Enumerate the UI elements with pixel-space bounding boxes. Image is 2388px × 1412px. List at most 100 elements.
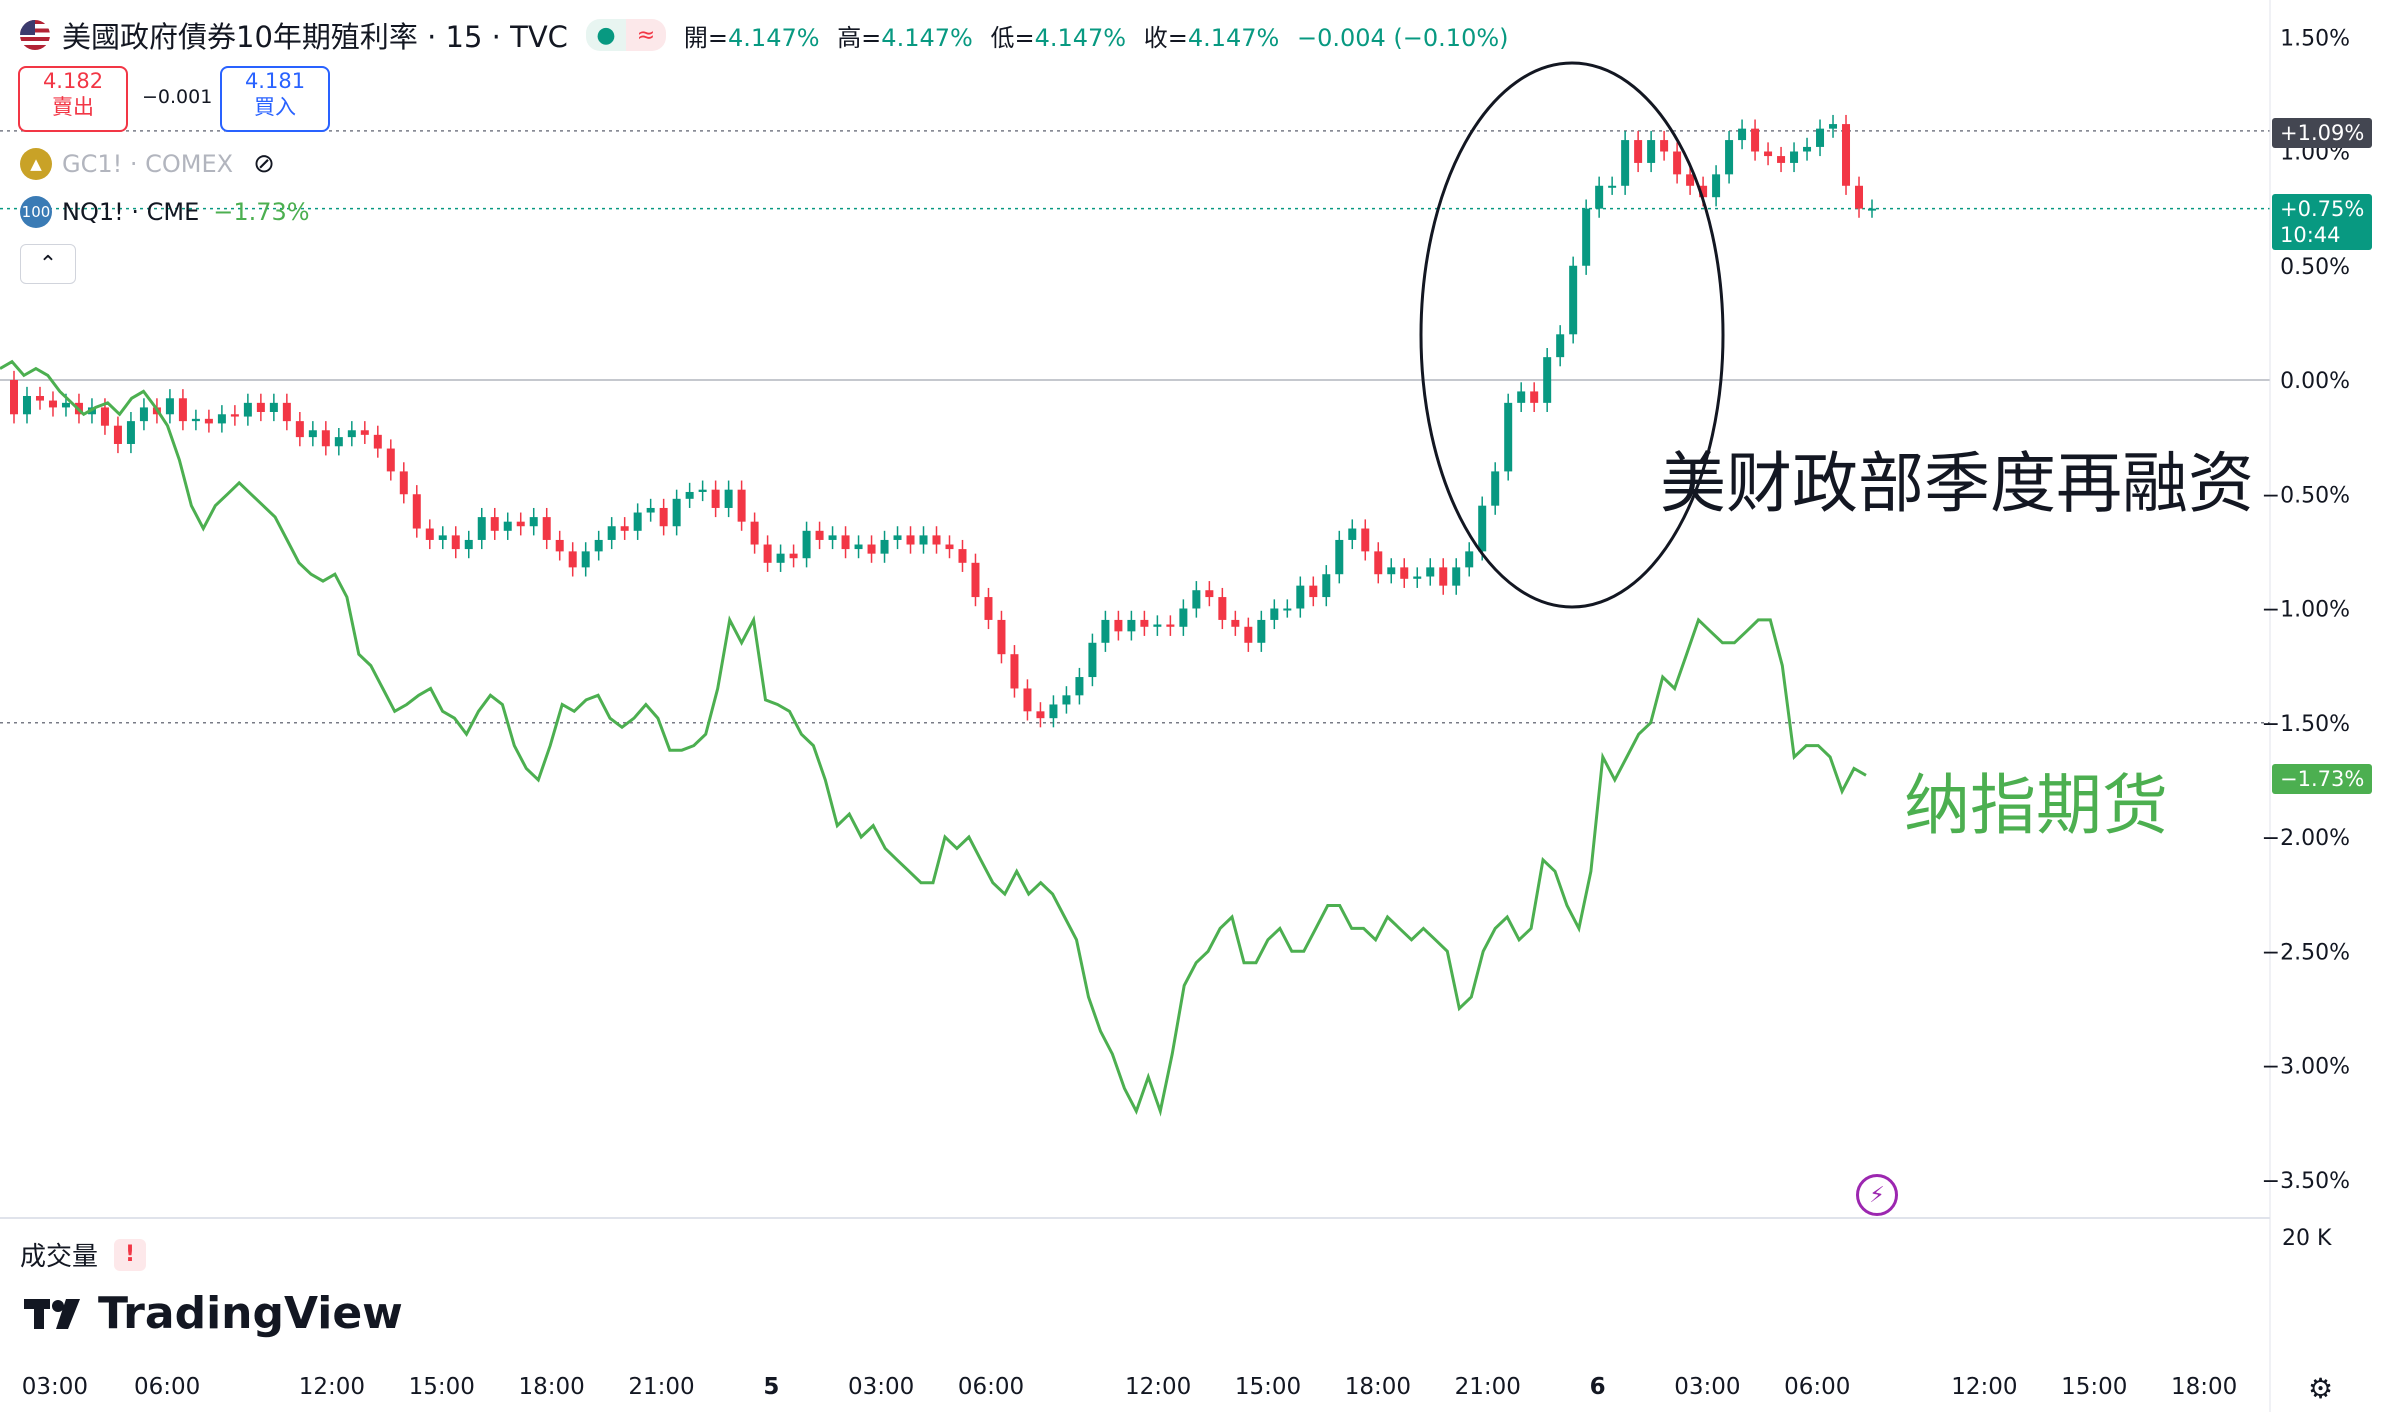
status-pill[interactable]: ● ≈ <box>585 19 666 51</box>
candle-body <box>412 494 421 529</box>
y-tick-label: −3.50% <box>2262 1169 2350 1194</box>
candle-body <box>789 553 798 559</box>
symbol-title[interactable]: 美國政府債券10年期殖利率 · 15 · TVC <box>62 20 568 54</box>
candle-body <box>1062 695 1071 705</box>
y-tick-label: −2.50% <box>2262 940 2350 965</box>
candle-body <box>1491 471 1500 506</box>
candle-body <box>1153 624 1162 627</box>
candle-body <box>1179 608 1188 627</box>
candle-body <box>1712 174 1721 198</box>
settings-gear-icon[interactable]: ⚙ <box>2308 1372 2334 1405</box>
candle-body <box>1634 140 1643 163</box>
nasdaq-futures-line <box>0 359 1867 1117</box>
yield-candles <box>10 114 1876 728</box>
main-legend[interactable]: 美國政府債券10年期殖利率 · 15 · TVC ● ≈ 開=4.147% 高=… <box>20 14 1519 56</box>
candle-body <box>958 549 967 563</box>
candle-body <box>906 535 915 545</box>
eye-hidden-icon[interactable]: ⊘ <box>253 149 275 179</box>
overlay-gold-symbol: GC1! · COMEX <box>62 150 234 178</box>
candle-body <box>1296 585 1305 609</box>
y-tick-label: 1.50% <box>2280 26 2350 51</box>
candle-body <box>802 530 811 559</box>
yield-high-tag: +1.09% <box>2272 118 2373 148</box>
candle-body <box>1829 124 1838 129</box>
candle-body <box>1699 185 1708 198</box>
change-value: −0.004 (−0.10%) <box>1296 23 1509 52</box>
y-tick-label: −0.50% <box>2262 483 2350 508</box>
candle-body <box>594 539 603 552</box>
candle-body <box>1452 567 1461 586</box>
candle-body <box>1140 619 1149 627</box>
candle-body <box>10 380 18 415</box>
candle-body <box>919 535 928 545</box>
x-tick-label: 03:00 <box>22 1374 88 1400</box>
candle-body <box>1335 539 1344 575</box>
candle-body <box>542 517 551 540</box>
sell-price: 4.182 <box>42 69 104 93</box>
candle-body <box>503 521 512 531</box>
nasdaq-last-tag: −1.73% <box>2272 764 2373 794</box>
y-tick-label: −1.50% <box>2262 712 2350 737</box>
buy-button[interactable]: 4.181 買入 <box>220 66 330 132</box>
candle-body <box>763 544 772 563</box>
candle-body <box>1231 619 1240 627</box>
candle-body <box>191 418 200 422</box>
candle-body <box>1673 151 1682 175</box>
candle-body <box>386 448 395 472</box>
candle-body <box>1530 391 1539 403</box>
buy-label: 買入 <box>254 95 296 119</box>
candle-body <box>1049 704 1058 719</box>
y-tick-label: −3.00% <box>2262 1055 2350 1080</box>
x-tick-label: 12:00 <box>1125 1374 1191 1400</box>
x-tick-label: 06:00 <box>1784 1374 1850 1400</box>
overlay-nasdaq-value: −1.73% <box>213 198 310 226</box>
x-tick-label: 21:00 <box>628 1374 694 1400</box>
candle-body <box>1036 711 1045 719</box>
sell-label: 賣出 <box>52 95 94 119</box>
warning-icon[interactable]: ! <box>114 1238 147 1271</box>
overlay-nasdaq[interactable]: 100 NQ1! · CME −1.73% <box>20 196 310 228</box>
candle-body <box>893 535 902 540</box>
candle-body <box>1101 619 1110 643</box>
candle-body <box>35 395 44 401</box>
candle-body <box>1374 551 1383 575</box>
x-tick-label: 06:00 <box>134 1374 200 1400</box>
candle-body <box>22 395 31 415</box>
volume-scale: 20 K <box>2282 1226 2332 1251</box>
candle-body <box>659 507 668 527</box>
candle-body <box>1647 140 1656 163</box>
candle-body <box>1166 624 1175 627</box>
collapse-legend-button[interactable]: ⌃ <box>20 244 76 284</box>
candle-body <box>334 437 343 447</box>
candle-body <box>750 521 759 545</box>
y-tick-label: −2.00% <box>2262 826 2350 851</box>
candle-body <box>347 430 356 438</box>
candle-body <box>971 562 980 598</box>
volume-legend[interactable]: 成交量 ! <box>20 1236 147 1273</box>
candle-body <box>581 551 590 568</box>
x-tick-label: 18:00 <box>518 1374 584 1400</box>
candle-body <box>997 619 1006 655</box>
spread-value: −0.001 <box>142 86 213 108</box>
overlay-gold[interactable]: ▲ GC1! · COMEX ⊘ <box>20 148 275 180</box>
lightning-icon[interactable]: ⚡ <box>1856 1174 1898 1216</box>
approx-icon: ≈ <box>625 19 666 51</box>
sell-button[interactable]: 4.182 賣出 <box>18 66 128 132</box>
buy-price: 4.181 <box>244 69 306 93</box>
candle-body <box>1309 585 1318 598</box>
candle-body <box>1348 528 1357 540</box>
candle-body <box>529 517 538 527</box>
candle-body <box>373 434 382 449</box>
x-tick-label: 12:00 <box>1951 1374 2017 1400</box>
candle-body <box>1738 128 1747 141</box>
candle-body <box>1751 128 1760 152</box>
candle-body <box>490 517 499 531</box>
candle-body <box>1192 590 1201 609</box>
candle-body <box>1842 124 1851 186</box>
candle-body <box>100 407 109 426</box>
candle-body <box>568 551 577 568</box>
candle-body <box>1465 551 1474 568</box>
tradingview-logo[interactable]: TradingView <box>24 1288 403 1339</box>
candle-body <box>1608 185 1617 188</box>
